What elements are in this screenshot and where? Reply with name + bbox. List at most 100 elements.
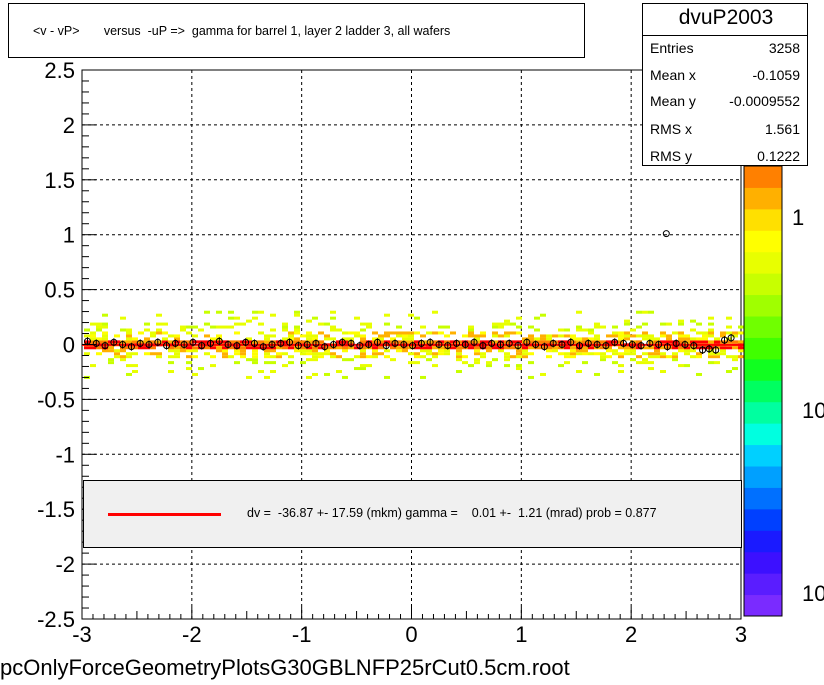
heatmap-cell xyxy=(270,361,276,365)
heatmap-cell xyxy=(132,337,138,341)
heatmap-cell xyxy=(366,364,372,368)
heatmap-cell xyxy=(696,346,702,350)
heatmap-cell xyxy=(576,346,582,350)
heatmap-cell xyxy=(630,352,636,356)
heatmap-cell xyxy=(234,331,240,335)
heatmap-cell xyxy=(564,334,570,338)
profile-point xyxy=(189,338,197,346)
heatmap-cell xyxy=(306,337,312,341)
heatmap-cell xyxy=(558,328,564,332)
profile-point xyxy=(646,339,654,347)
fit-legend-line xyxy=(108,513,221,516)
heatmap-cell xyxy=(540,313,546,317)
heatmap-cell xyxy=(336,328,342,332)
heatmap-cell xyxy=(642,322,648,326)
heatmap-cell xyxy=(726,316,732,320)
heatmap-cell xyxy=(276,352,282,356)
heatmap-cell xyxy=(102,322,108,326)
heatmap-cell xyxy=(648,367,654,371)
heatmap-cell xyxy=(390,346,396,350)
heatmap-cell xyxy=(732,355,738,359)
heatmap-cell xyxy=(264,375,270,379)
heatmap-cell xyxy=(582,328,588,332)
heatmap-cell xyxy=(516,346,522,350)
heatmap-cell xyxy=(318,355,324,359)
heatmap-cell xyxy=(234,349,240,353)
heatmap-cell xyxy=(456,370,462,374)
heatmap-cell xyxy=(444,352,450,356)
heatmap-cell xyxy=(642,361,648,365)
heatmap-cell xyxy=(174,352,180,356)
heatmap-cell xyxy=(336,355,342,359)
heatmap-cell xyxy=(96,325,102,329)
heatmap-cell xyxy=(528,352,534,356)
heatmap-cell xyxy=(450,340,456,344)
heatmap-cell xyxy=(636,310,642,314)
heatmap-cell xyxy=(90,337,96,341)
heatmap-cell xyxy=(450,346,456,350)
heatmap-cell xyxy=(612,352,618,356)
heatmap-cell xyxy=(522,352,528,356)
heatmap-cell xyxy=(510,340,516,344)
heatmap-cell xyxy=(114,355,120,359)
heatmap-cell xyxy=(252,349,258,353)
heatmap-cell xyxy=(204,340,210,344)
heatmap-cell xyxy=(258,370,264,374)
heatmap-cell xyxy=(192,340,198,344)
profile-point xyxy=(523,338,531,346)
heatmap-cell xyxy=(624,331,630,335)
heatmap-cell xyxy=(408,331,414,335)
heatmap-cell xyxy=(396,340,402,344)
profile-point xyxy=(672,339,680,347)
heatmap-cell xyxy=(570,340,576,344)
title-box: <v - vP> versus -uP => gamma for barrel … xyxy=(8,3,585,58)
heatmap-cell xyxy=(144,328,150,332)
palette-swatch xyxy=(744,358,782,381)
heatmap-cell xyxy=(492,334,498,338)
heatmap-cell xyxy=(300,352,306,356)
heatmap-cell xyxy=(186,325,192,329)
profile-point xyxy=(250,339,258,347)
profile-point xyxy=(145,341,153,348)
profile-point xyxy=(576,342,584,350)
heatmap-cell xyxy=(618,355,624,359)
heatmap-cell xyxy=(546,334,552,338)
palette-frame xyxy=(743,165,783,617)
stats-row-entries: Entries 3258 xyxy=(643,36,807,62)
heatmap-cell xyxy=(504,352,510,356)
heatmap-cell xyxy=(438,349,444,353)
heatmap-cell xyxy=(132,340,138,344)
heatmap-cell xyxy=(312,346,318,350)
heatmap-cell xyxy=(156,340,162,344)
heatmap-cell xyxy=(390,337,396,341)
heatmap-cell xyxy=(282,337,288,341)
heatmap-cell xyxy=(216,310,222,314)
heatmap-cell xyxy=(732,340,738,344)
heatmap-cell xyxy=(258,340,264,344)
heatmap-cell xyxy=(198,346,204,350)
heatmap-cell xyxy=(570,337,576,341)
heatmap-cell xyxy=(666,334,672,338)
heatmap-cell xyxy=(264,340,270,344)
heatmap-cell xyxy=(108,361,114,365)
heatmap-cell xyxy=(330,310,336,314)
heatmap-cell xyxy=(270,313,276,317)
heatmap-cell xyxy=(642,352,648,356)
profile-point xyxy=(584,339,592,347)
heatmap-cell xyxy=(354,355,360,359)
heatmap-cell xyxy=(432,346,438,350)
heatmap-cell xyxy=(654,346,660,350)
heatmap-cell xyxy=(132,346,138,350)
heatmap-cell xyxy=(438,346,444,350)
profile-point xyxy=(338,338,346,346)
heatmap-cell xyxy=(402,349,408,353)
heatmap-cell xyxy=(384,322,390,326)
heatmap-cell xyxy=(624,346,630,350)
heatmap-cell xyxy=(660,340,666,344)
heatmap-cell xyxy=(186,346,192,350)
heatmap-cell xyxy=(678,334,684,338)
heatmap-cell xyxy=(690,346,696,350)
profile-point xyxy=(681,341,689,348)
heatmap-cell xyxy=(132,352,138,356)
palette-swatch xyxy=(744,466,782,488)
